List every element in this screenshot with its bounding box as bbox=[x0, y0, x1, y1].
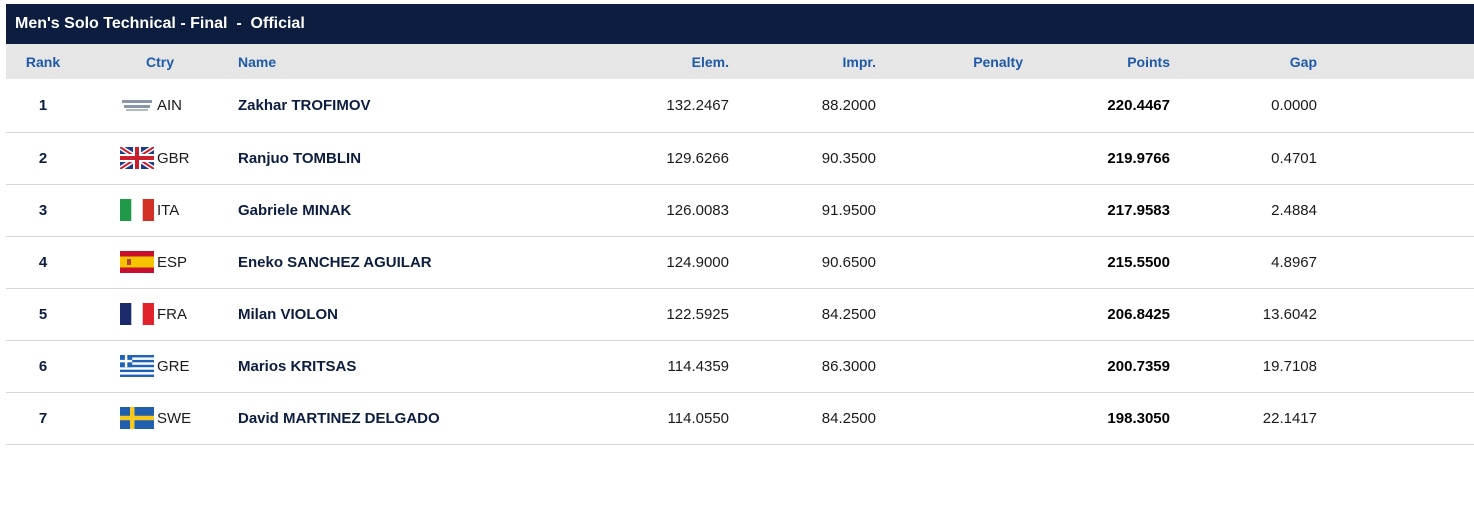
points-total: 206.8425 bbox=[1107, 305, 1170, 323]
impression-score: 90.3500 bbox=[821, 149, 876, 167]
results-table: Rank Ctry Name Elem. Impr. Penalty Point… bbox=[6, 44, 1474, 445]
impression-score: 90.6500 bbox=[821, 253, 876, 271]
row-spacer bbox=[1317, 340, 1474, 392]
rank-cell: 3 bbox=[38, 201, 48, 219]
gre-flag-icon bbox=[120, 355, 154, 377]
row-spacer bbox=[1317, 132, 1474, 184]
elements-score: 124.9000 bbox=[666, 253, 729, 271]
points-total: 217.9583 bbox=[1107, 201, 1170, 219]
gap-value: 4.8967 bbox=[1271, 253, 1317, 271]
gap-value: 19.7108 bbox=[1262, 357, 1317, 375]
elements-score: 129.6266 bbox=[666, 149, 729, 167]
impression-score: 91.9500 bbox=[821, 201, 876, 219]
gbr-flag-icon bbox=[120, 147, 154, 169]
fra-flag-icon bbox=[120, 303, 154, 325]
ita-flag-icon bbox=[120, 199, 154, 221]
row-spacer bbox=[1317, 288, 1474, 340]
elements-score: 132.2467 bbox=[666, 96, 729, 114]
column-header-gap[interactable]: Gap bbox=[1289, 53, 1317, 70]
table-row[interactable]: 7 SWE David MARTINEZ DELGADO 114.0550 84… bbox=[6, 392, 1474, 444]
country-code: GRE bbox=[157, 357, 190, 375]
gap-value: 0.4701 bbox=[1271, 149, 1317, 167]
athlete-name[interactable]: Ranjuo TOMBLIN bbox=[238, 149, 362, 167]
elements-score: 126.0083 bbox=[666, 201, 729, 219]
points-total: 200.7359 bbox=[1107, 357, 1170, 375]
impression-score: 86.3000 bbox=[821, 357, 876, 375]
results-title: Men's Solo Technical - Final - Official bbox=[6, 4, 1474, 44]
athlete-name[interactable]: Gabriele MINAK bbox=[238, 201, 352, 219]
table-row[interactable]: 1 AIN Zakhar TROFIMOV 132.2467 88.2000 2… bbox=[6, 79, 1474, 132]
table-row[interactable]: 2 GBR Ranjuo TOMBLIN 129.6266 90.3500 21… bbox=[6, 132, 1474, 184]
swe-flag-icon bbox=[120, 407, 154, 429]
penalty-score bbox=[876, 184, 1023, 236]
points-total: 220.4467 bbox=[1107, 96, 1170, 114]
country-cell: AIN bbox=[80, 79, 238, 132]
column-header-impr[interactable]: Impr. bbox=[842, 53, 876, 70]
row-spacer bbox=[1317, 79, 1474, 132]
column-header-ctry[interactable]: Ctry bbox=[145, 53, 174, 70]
country-code: GBR bbox=[157, 149, 190, 167]
results-panel: Men's Solo Technical - Final - Official … bbox=[6, 4, 1474, 445]
impression-score: 84.2500 bbox=[821, 409, 876, 427]
row-spacer bbox=[1317, 392, 1474, 444]
athlete-name[interactable]: Marios KRITSAS bbox=[238, 357, 357, 375]
gap-value: 0.0000 bbox=[1271, 96, 1317, 114]
penalty-score bbox=[876, 340, 1023, 392]
table-row[interactable]: 4 ESP Eneko SANCHEZ AGUILAR 124.9000 90.… bbox=[6, 236, 1474, 288]
athlete-name[interactable]: Zakhar TROFIMOV bbox=[238, 96, 371, 114]
country-cell: GBR bbox=[80, 132, 238, 184]
esp-flag-icon bbox=[120, 251, 154, 273]
column-header-points[interactable]: Points bbox=[1127, 53, 1170, 70]
rank-cell: 2 bbox=[38, 149, 48, 167]
penalty-score bbox=[876, 79, 1023, 132]
table-row[interactable]: 6 GRE Marios KRITSAS 114.4359 86.3000 20… bbox=[6, 340, 1474, 392]
country-code: SWE bbox=[157, 409, 192, 427]
points-total: 198.3050 bbox=[1107, 409, 1170, 427]
gap-value: 22.1417 bbox=[1262, 409, 1317, 427]
elements-score: 114.0550 bbox=[667, 409, 729, 427]
column-header-spacer bbox=[1317, 44, 1474, 79]
penalty-score bbox=[876, 236, 1023, 288]
country-cell: FRA bbox=[80, 288, 238, 340]
rank-cell: 7 bbox=[38, 409, 48, 427]
points-total: 215.5500 bbox=[1107, 253, 1170, 271]
rank-cell: 1 bbox=[38, 96, 48, 114]
impression-score: 88.2000 bbox=[821, 96, 876, 114]
athlete-name[interactable]: David MARTINEZ DELGADO bbox=[238, 409, 440, 427]
country-cell: GRE bbox=[80, 340, 238, 392]
column-header-penalty[interactable]: Penalty bbox=[973, 53, 1023, 70]
elements-score: 114.4359 bbox=[667, 357, 729, 375]
penalty-score bbox=[876, 392, 1023, 444]
penalty-score bbox=[876, 288, 1023, 340]
country-code: ITA bbox=[157, 201, 180, 219]
points-total: 219.9766 bbox=[1107, 149, 1170, 167]
rank-cell: 4 bbox=[38, 253, 48, 271]
country-code: FRA bbox=[157, 305, 187, 323]
country-code: ESP bbox=[157, 253, 188, 271]
column-header-name[interactable]: Name bbox=[238, 53, 277, 70]
gap-value: 2.4884 bbox=[1271, 201, 1317, 219]
column-header-elem[interactable]: Elem. bbox=[691, 53, 729, 70]
rank-cell: 6 bbox=[38, 357, 48, 375]
rank-cell: 5 bbox=[38, 305, 48, 323]
elements-score: 122.5925 bbox=[666, 305, 729, 323]
gap-value: 13.6042 bbox=[1262, 305, 1317, 323]
country-code: AIN bbox=[157, 96, 183, 114]
ain-flag-icon bbox=[120, 94, 154, 117]
impression-score: 84.2500 bbox=[821, 305, 876, 323]
penalty-score bbox=[876, 132, 1023, 184]
table-row[interactable]: 5 FRA Milan VIOLON 122.5925 84.2500 206.… bbox=[6, 288, 1474, 340]
country-cell: SWE bbox=[80, 392, 238, 444]
row-spacer bbox=[1317, 236, 1474, 288]
country-cell: ITA bbox=[80, 184, 238, 236]
column-header-rank[interactable]: Rank bbox=[25, 53, 61, 70]
row-spacer bbox=[1317, 184, 1474, 236]
athlete-name[interactable]: Eneko SANCHEZ AGUILAR bbox=[238, 253, 432, 271]
table-row[interactable]: 3 ITA Gabriele MINAK 126.0083 91.9500 21… bbox=[6, 184, 1474, 236]
country-cell: ESP bbox=[80, 236, 238, 288]
athlete-name[interactable]: Milan VIOLON bbox=[238, 305, 339, 323]
table-header-row: Rank Ctry Name Elem. Impr. Penalty Point… bbox=[6, 44, 1474, 79]
